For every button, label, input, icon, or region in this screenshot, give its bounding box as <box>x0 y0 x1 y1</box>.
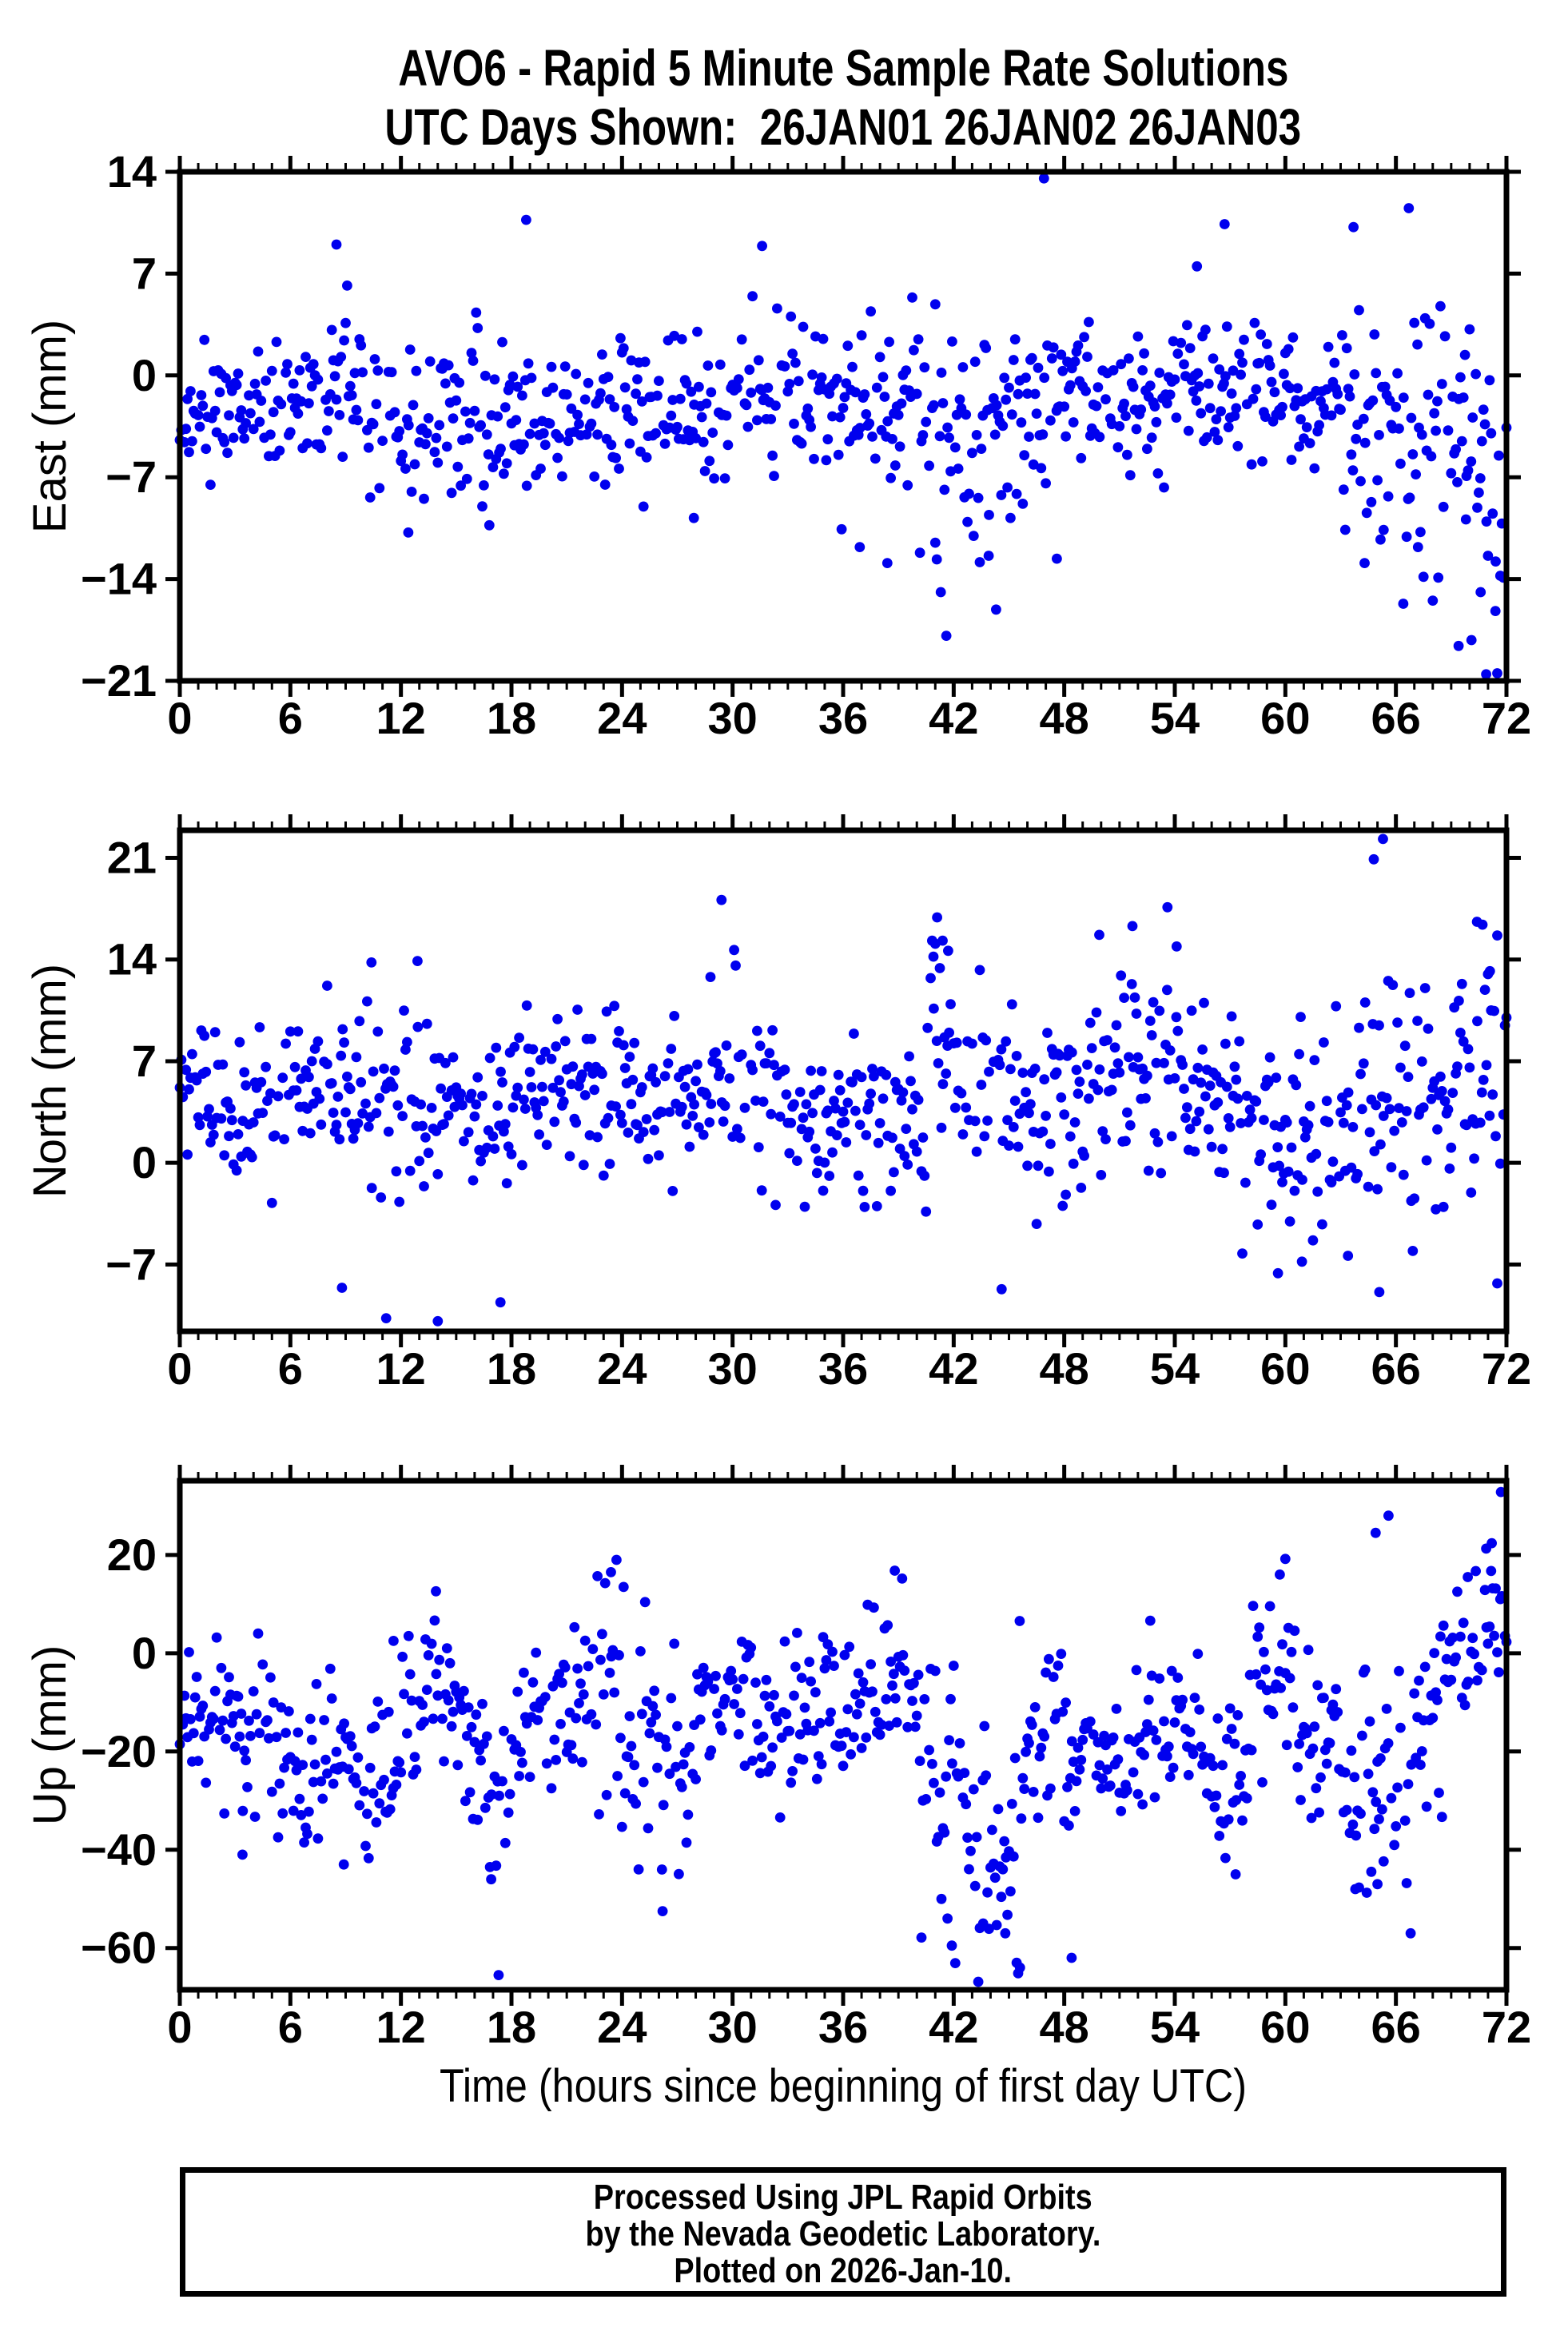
x-tick-label: 0 <box>167 1343 192 1394</box>
x-tick-label: 30 <box>708 693 758 743</box>
x-tick-label: 42 <box>929 693 978 743</box>
x-tick-label: 72 <box>1482 693 1531 743</box>
x-tick-label: 72 <box>1482 2002 1531 2052</box>
x-tick-label: 18 <box>487 2002 536 2052</box>
y-tick-label: 0 <box>132 1628 157 1678</box>
footer-row3: Plotted on 2026-Jan-10. <box>185 2253 1501 2289</box>
figure-title-line2: UTC Days Shown: 26JAN01 26JAN02 26JAN03 <box>384 98 1302 156</box>
x-tick-label: 42 <box>929 2002 978 2052</box>
x-tick-label: 6 <box>278 693 303 743</box>
y-tick-label: 7 <box>132 1036 157 1086</box>
y-tick-label: 14 <box>107 146 157 197</box>
scatter-points-up <box>174 1486 1512 1987</box>
y-tick-label: 0 <box>132 350 157 400</box>
y-tick-label: −7 <box>105 1239 157 1289</box>
x-tick-label: 66 <box>1371 693 1421 743</box>
x-tick-label: 18 <box>487 693 536 743</box>
y-tick-label: −7 <box>105 451 157 502</box>
x-tick-label: 66 <box>1371 1343 1421 1394</box>
x-tick-label: 60 <box>1260 693 1310 743</box>
footer-row1: Processed Using JPL Rapid Orbits <box>185 2179 1501 2216</box>
y-axis-title-north: North (mm) <box>24 964 76 1198</box>
x-axis-title: Time (hours since beginning of first day… <box>440 2060 1247 2112</box>
x-tick-label: 48 <box>1040 2002 1089 2052</box>
y-tick-label: 20 <box>107 1530 157 1580</box>
x-tick-label: 54 <box>1150 1343 1200 1394</box>
x-tick-label: 30 <box>708 1343 758 1394</box>
y-tick-label: −40 <box>81 1824 157 1875</box>
ticks-north <box>165 814 1521 1347</box>
x-tick-label: 24 <box>597 693 647 743</box>
y-tick-label: 7 <box>132 248 157 298</box>
x-tick-label: 48 <box>1040 693 1089 743</box>
x-tick-label: 24 <box>597 2002 647 2052</box>
x-tick-label: 12 <box>376 1343 426 1394</box>
panel-north: 21 14 7 0 −7 0 6 12 18 24 30 36 42 48 54 60 66 72 North (m… <box>24 814 1531 1394</box>
x-tick-label: 12 <box>376 693 426 743</box>
figure-title-line1: AVO6 - Rapid 5 Minute Sample Rate Soluti… <box>397 39 1289 97</box>
panel-frame-north <box>177 827 1510 1335</box>
y-tick-labels-north: 21 14 7 0 −7 <box>105 833 157 1290</box>
x-tick-label: 48 <box>1040 1343 1089 1394</box>
x-tick-label: 42 <box>929 1343 978 1394</box>
scatter-points-east <box>174 173 1512 680</box>
figure-title-block: AVO6 - Rapid 5 Minute Sample Rate Soluti… <box>180 38 1506 157</box>
x-tick-label: 60 <box>1260 1343 1310 1394</box>
y-tick-label: −14 <box>81 554 157 604</box>
x-tick-label: 54 <box>1150 693 1200 743</box>
y-tick-label: −21 <box>81 655 157 706</box>
footer-row2: by the Nevada Geodetic Laboratory. <box>185 2216 1501 2253</box>
x-tick-label: 6 <box>278 1343 303 1394</box>
y-tick-label: −20 <box>81 1726 157 1776</box>
x-tick-label: 18 <box>487 1343 536 1394</box>
scatter-points-north <box>174 833 1512 1327</box>
y-tick-labels-up: 20 0 −20 −40 −60 <box>81 1530 157 1973</box>
x-tick-label: 36 <box>818 693 868 743</box>
x-tick-label: 72 <box>1482 1343 1531 1394</box>
footer-line3: Plotted on 2026-Jan-10. <box>674 2251 1013 2290</box>
x-tick-label: 60 <box>1260 2002 1310 2052</box>
y-tick-labels-east: 14 7 0 −7 −14 −21 <box>81 146 157 706</box>
x-tick-label: 0 <box>167 693 192 743</box>
x-tick-labels-north: 0 6 12 18 24 30 36 42 48 54 60 66 72 <box>167 1343 1531 1394</box>
footer-line2: by the Nevada Geodetic Laboratory. <box>585 2214 1101 2253</box>
x-tick-label: 24 <box>597 1343 647 1394</box>
x-tick-labels-up: 0 6 12 18 24 30 36 42 48 54 60 66 72 <box>167 2002 1531 2052</box>
x-tick-label: 66 <box>1371 2002 1421 2052</box>
x-tick-label: 6 <box>278 2002 303 2052</box>
y-axis-title-east: East (mm) <box>24 320 76 533</box>
x-tick-label: 12 <box>376 2002 426 2052</box>
ticks-up <box>165 1465 1521 2006</box>
y-tick-label: 0 <box>132 1137 157 1187</box>
y-tick-label: 21 <box>107 833 157 883</box>
footer-line1: Processed Using JPL Rapid Orbits <box>594 2178 1092 2217</box>
x-tick-label: 54 <box>1150 2002 1200 2052</box>
y-axis-title-up: Up (mm) <box>24 1645 76 1826</box>
figure-title-row1: AVO6 - Rapid 5 Minute Sample Rate Soluti… <box>180 38 1506 97</box>
x-tick-labels-east: 0 6 12 18 24 30 36 42 48 54 60 66 72 <box>167 693 1531 743</box>
y-tick-label: −60 <box>81 1923 157 1973</box>
x-tick-label: 30 <box>708 2002 758 2052</box>
figure-title-row2: UTC Days Shown: 26JAN01 26JAN02 26JAN03 <box>180 97 1506 157</box>
x-tick-label: 36 <box>818 2002 868 2052</box>
footer-box: Processed Using JPL Rapid Orbits by the … <box>180 2167 1506 2297</box>
x-tick-label: 36 <box>818 1343 868 1394</box>
x-tick-label: 0 <box>167 2002 192 2052</box>
ticks-east <box>165 156 1521 697</box>
y-tick-label: 14 <box>107 934 157 985</box>
